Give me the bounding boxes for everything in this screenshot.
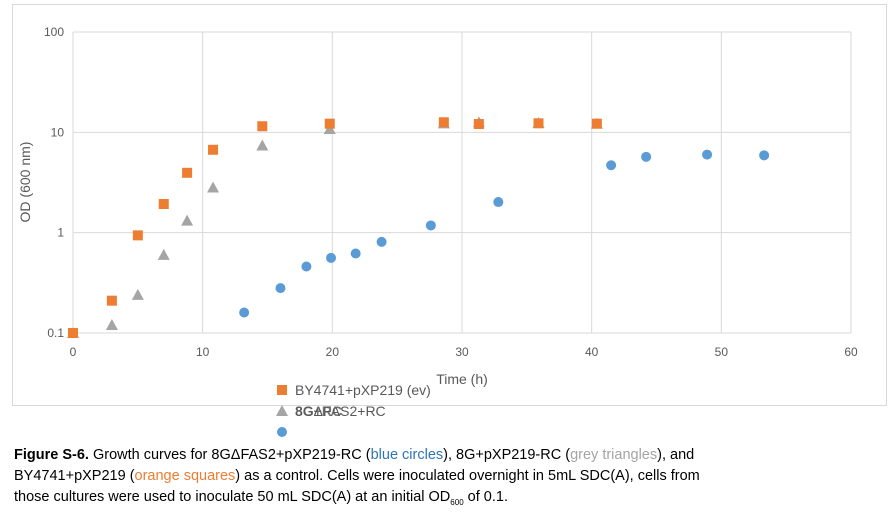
- caption-subscript: 600: [450, 497, 464, 507]
- square-point: [591, 118, 602, 129]
- x-axis-title: Time (h): [436, 371, 488, 387]
- square-point: [132, 230, 143, 241]
- series-triangles: [67, 116, 603, 338]
- triangle-point: [256, 139, 269, 151]
- legend-marker-square: [277, 385, 287, 395]
- square-point: [106, 295, 117, 306]
- circle-point: [606, 160, 617, 171]
- axes: 0 10 20 30 40 50 60 0.1 1 10 100: [44, 25, 858, 359]
- circle-point: [759, 150, 770, 161]
- square-point: [182, 167, 193, 178]
- circle-point: [376, 236, 387, 247]
- caption-text: ), and: [657, 447, 695, 463]
- legend-marker-circle: [277, 427, 287, 437]
- caption-line-1: Figure S-6. Growth curves for 8GΔFAS2+pX…: [14, 445, 884, 466]
- caption-text: of 0.1.: [463, 489, 508, 505]
- circle-point: [350, 248, 361, 259]
- square-point: [68, 328, 78, 338]
- square-point: [473, 119, 484, 130]
- circle-point: [326, 252, 337, 263]
- x-tick-label: 0: [70, 345, 77, 359]
- x-tick-label: 60: [844, 345, 858, 359]
- caption-label: Figure S-6.: [14, 447, 89, 463]
- caption-orange-squares: orange squares: [134, 468, 236, 484]
- grid: [72, 31, 852, 334]
- caption-line-3: those cultures were used to inoculate 50…: [14, 487, 884, 513]
- legend-entry-label: BY4741+pXP219 (ev): [295, 382, 431, 398]
- x-tick-label: 20: [326, 345, 340, 359]
- chart-area: [12, 4, 887, 406]
- triangle-point: [207, 181, 220, 193]
- circle-point: [239, 307, 250, 318]
- caption-grey-triangles: grey triangles: [570, 447, 658, 463]
- caption-text: ), 8G+pXP219-RC (: [443, 447, 571, 463]
- x-tick-label: 40: [585, 345, 599, 359]
- caption-text: ) as a control. Cells were inoculated ov…: [235, 468, 700, 484]
- legend-entry-label: 8GΔFAS2+RC: [295, 403, 386, 419]
- triangle-point: [105, 319, 118, 331]
- caption-blue-circles: blue circles: [370, 447, 444, 463]
- square-point: [533, 118, 544, 129]
- y-tick-label: 100: [44, 25, 64, 39]
- caption-text: those cultures were used to inoculate 50…: [14, 489, 451, 505]
- square-point: [324, 118, 335, 129]
- x-tick-label: 30: [455, 345, 469, 359]
- circle-point: [275, 283, 286, 294]
- square-point: [158, 199, 169, 210]
- triangle-point: [131, 288, 144, 300]
- caption-text: Growth curves for 8GΔFAS2+pXP219-RC (: [88, 447, 371, 463]
- triangle-point: [181, 214, 194, 226]
- series-circles: [68, 149, 770, 338]
- y-tick-label: 0.1: [47, 326, 64, 340]
- square-point: [208, 144, 219, 155]
- circle-point: [493, 197, 504, 208]
- growth-curve-chart: 0 10 20 30 40 50 60 0.1 1 10 100 OD (600 nm) Time …: [17, 25, 858, 437]
- y-axis-title: OD (600 nm): [17, 142, 33, 223]
- square-point: [438, 117, 449, 128]
- legend-marker-triangle: [276, 405, 288, 416]
- circle-point: [641, 151, 652, 162]
- y-tick-label: 10: [51, 125, 65, 139]
- data-marks: [67, 116, 770, 338]
- y-tick-label: 1: [57, 226, 64, 240]
- x-tick-label: 10: [196, 345, 210, 359]
- caption-text: BY4741+pXP219 (: [14, 468, 135, 484]
- figure-caption: Figure S-6. Growth curves for 8GΔFAS2+pX…: [14, 445, 884, 513]
- circle-point: [702, 149, 713, 160]
- triangle-point: [157, 248, 170, 260]
- series-squares: [68, 117, 602, 338]
- x-tick-label: 50: [715, 345, 729, 359]
- caption-line-2: BY4741+pXP219 (orange squares) as a cont…: [14, 466, 884, 487]
- circle-point: [301, 261, 312, 272]
- circle-point: [425, 220, 436, 231]
- square-point: [257, 121, 268, 132]
- legend-overlap-text: 8G+RC: [295, 403, 342, 419]
